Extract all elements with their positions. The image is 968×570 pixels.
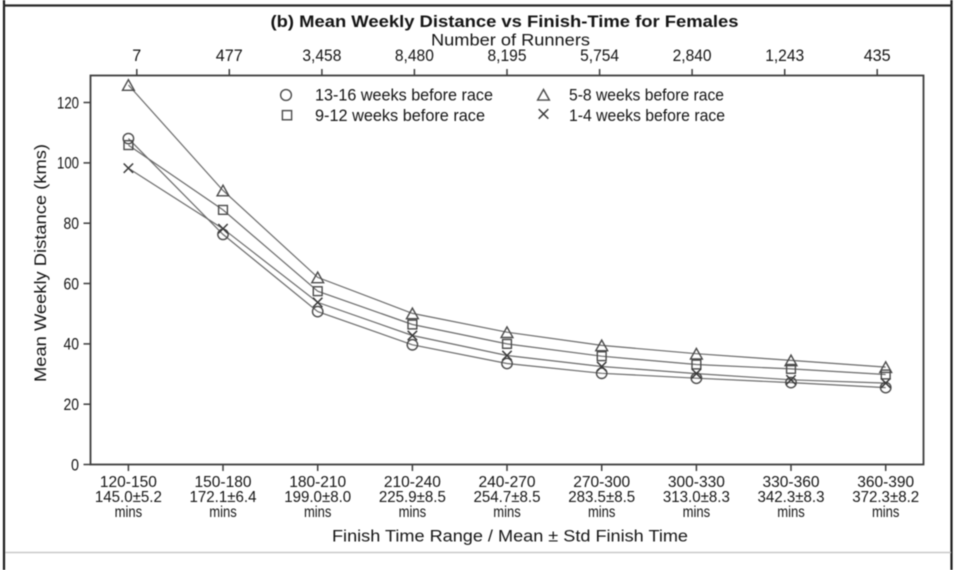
svg-text:(b) Mean Weekly Distance vs Fi: (b) Mean Weekly Distance vs Finish-Time … <box>271 13 739 31</box>
svg-text:360-390: 360-390 <box>857 474 914 491</box>
svg-text:60: 60 <box>64 275 80 293</box>
svg-text:283.5±8.5: 283.5±8.5 <box>568 489 635 506</box>
svg-text:300-330: 300-330 <box>668 474 725 491</box>
svg-text:7: 7 <box>132 47 141 65</box>
svg-text:330-360: 330-360 <box>763 474 820 491</box>
svg-text:313.0±8.3: 313.0±8.3 <box>663 489 730 506</box>
svg-text:100: 100 <box>57 155 79 173</box>
svg-text:13-16 weeks before race: 13-16 weeks before race <box>315 86 493 104</box>
svg-text:240-270: 240-270 <box>479 474 536 491</box>
svg-text:mins: mins <box>872 504 900 521</box>
svg-text:mins: mins <box>304 504 332 521</box>
svg-text:mins: mins <box>777 504 805 521</box>
svg-text:477: 477 <box>216 47 243 65</box>
svg-text:5-8 weeks before race: 5-8 weeks before race <box>569 86 724 104</box>
svg-text:342.3±8.3: 342.3±8.3 <box>758 489 825 506</box>
svg-text:120: 120 <box>57 94 79 112</box>
svg-text:270-300: 270-300 <box>573 474 630 491</box>
svg-text:435: 435 <box>864 47 891 65</box>
svg-text:8,480: 8,480 <box>395 47 434 65</box>
svg-text:80: 80 <box>64 215 80 233</box>
svg-text:1-4 weeks before race: 1-4 weeks before race <box>569 107 725 125</box>
svg-text:5,754: 5,754 <box>580 47 619 65</box>
svg-text:180-210: 180-210 <box>289 474 346 491</box>
svg-text:9-12 weeks before race: 9-12 weeks before race <box>315 107 485 125</box>
svg-text:Finish Time Range / Mean ± Std: Finish Time Range / Mean ± Std Finish Ti… <box>332 528 688 546</box>
svg-text:mins: mins <box>683 504 711 521</box>
svg-text:254.7±8.5: 254.7±8.5 <box>474 489 541 506</box>
svg-text:mins: mins <box>115 504 143 521</box>
svg-text:150-180: 150-180 <box>195 474 252 491</box>
svg-text:mins: mins <box>493 504 521 521</box>
svg-text:210-240: 210-240 <box>384 474 441 491</box>
svg-text:199.0±8.0: 199.0±8.0 <box>284 489 351 506</box>
svg-text:40: 40 <box>64 336 80 354</box>
svg-text:mins: mins <box>588 504 616 521</box>
svg-text:20: 20 <box>64 396 80 414</box>
svg-text:225.9±8.5: 225.9±8.5 <box>379 489 446 506</box>
svg-text:0: 0 <box>71 456 79 474</box>
svg-text:mins: mins <box>209 504 237 521</box>
svg-text:172.1±6.4: 172.1±6.4 <box>190 489 257 506</box>
svg-text:120-150: 120-150 <box>100 474 157 491</box>
svg-text:2,840: 2,840 <box>673 47 712 65</box>
svg-text:372.3±8.2: 372.3±8.2 <box>852 489 919 506</box>
svg-text:145.0±5.2: 145.0±5.2 <box>95 489 162 506</box>
svg-text:Mean Weekly Distance (kms): Mean Weekly Distance (kms) <box>31 144 50 382</box>
svg-text:Number of Runners: Number of Runners <box>431 30 590 49</box>
svg-text:3,458: 3,458 <box>302 47 341 65</box>
svg-text:1,243: 1,243 <box>765 47 804 65</box>
svg-text:mins: mins <box>399 504 427 521</box>
svg-text:8,195: 8,195 <box>488 47 527 65</box>
